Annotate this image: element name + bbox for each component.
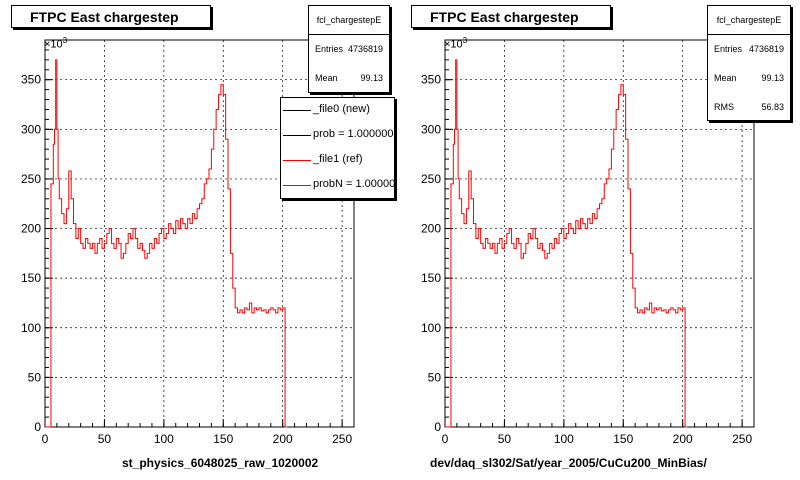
stats-box: fcl_chargestepE Entries 4736819 Mean 99.…: [707, 5, 791, 121]
stat-value: 99.13: [761, 73, 784, 83]
legend-swatch: [283, 110, 311, 111]
stat-row-mean: Mean 99.13: [309, 64, 389, 93]
stat-row-mean: Mean 99.13: [708, 64, 790, 93]
stat-label: Entries: [315, 44, 344, 54]
y-tick-label: 350: [421, 73, 441, 87]
y-tick-label: 100: [21, 321, 41, 335]
stats-box: fcl_chargestepE Entries 4736819 Mean 99.…: [308, 5, 390, 93]
legend-label: _file1 (ref): [313, 153, 363, 165]
x-tick-label: 100: [554, 432, 574, 446]
stats-name: fcl_chargestepE: [309, 6, 389, 35]
y-tick-label: 350: [21, 73, 41, 87]
x-tick-label: 150: [613, 432, 633, 446]
x-tick-label: 200: [673, 432, 693, 446]
chart-title: FTPC East chargestep: [11, 5, 211, 28]
chart-title: FTPC East chargestep: [411, 5, 611, 28]
y-tick-label: 0: [34, 420, 41, 434]
y-tick-label: 50: [428, 370, 442, 384]
stat-label: Mean: [714, 73, 737, 83]
chart-panel-left: 0 50 100 150 200 250 0 50 100 150 200 250 300 350 FTP…: [0, 0, 395, 480]
stats-name: fcl_chargestepE: [708, 6, 790, 35]
chart-plot-left: 0 50 100 150 200 250 0 50 100 150 200 250 300 350: [21, 39, 355, 446]
x-tick-label: 150: [213, 432, 233, 446]
legend-swatch: [283, 160, 311, 161]
stat-label: RMS: [714, 102, 734, 112]
y-tick-label: 250: [421, 172, 441, 186]
histogram-series-line: [445, 59, 688, 428]
legend-entry: prob = 1.000000: [281, 123, 394, 148]
x-tick-label: 0: [42, 432, 49, 446]
y-tick-label: 300: [21, 122, 41, 136]
x-tick-label: 250: [732, 432, 752, 446]
x-tick-label: 200: [273, 432, 293, 446]
y-tick-label: 250: [21, 172, 41, 186]
legend-entry: probN = 1.000000: [281, 173, 394, 198]
x-tick-label: 100: [154, 432, 174, 446]
y-tick-label: 150: [21, 271, 41, 285]
x-tick-label: 50: [98, 432, 112, 446]
y-tick-label: 50: [28, 370, 42, 384]
stat-label: Mean: [315, 73, 338, 83]
stat-value: 56.83: [761, 102, 784, 112]
legend-entry: _file0 (new): [281, 98, 394, 123]
y-tick-label: 300: [421, 122, 441, 136]
x-axis-label: dev/daq_sl302/Sat/year_2005/CuCu200_MinB…: [430, 456, 707, 470]
chart-panel-right: 0 50 100 150 200 250 0 50 100 150 200 250 300 350 FTP…: [400, 0, 800, 480]
x-tick-label: 50: [498, 432, 512, 446]
stat-row-rms: RMS 56.83: [708, 93, 790, 122]
x-tick-label: 250: [332, 432, 352, 446]
stat-label: Entries: [714, 44, 743, 54]
legend-label: probN = 1.000000: [313, 178, 395, 190]
x-axis-label: st_physics_6048025_raw_1020002: [122, 456, 319, 470]
chart-plot-right: 0 50 100 150 200 250 0 50 100 150 200 250 300 350: [421, 39, 755, 446]
y-tick-label: 100: [421, 321, 441, 335]
y-exponent-label: ×103: [44, 36, 68, 51]
y-tick-label: 200: [21, 222, 41, 236]
legend-label: _file0 (new): [313, 103, 370, 115]
histogram-series-line: [45, 59, 288, 428]
y-tick-label: 0: [434, 420, 441, 434]
stat-row-entries: Entries 4736819: [708, 35, 790, 64]
legend-swatch: [283, 135, 311, 136]
legend-swatch: [283, 185, 311, 186]
stat-value: 4736819: [347, 44, 383, 54]
legend-label: prob = 1.000000: [313, 128, 394, 140]
stat-row-entries: Entries 4736819: [309, 35, 389, 64]
y-tick-label: 200: [421, 222, 441, 236]
legend: _file0 (new) prob = 1.000000 _file1 (ref…: [280, 97, 395, 199]
y-exponent-label: ×103: [444, 36, 468, 51]
y-tick-label: 150: [421, 271, 441, 285]
x-tick-label: 0: [442, 432, 449, 446]
stat-value: 99.13: [360, 73, 383, 83]
stat-value: 4736819: [748, 44, 784, 54]
legend-entry: _file1 (ref): [281, 148, 394, 173]
